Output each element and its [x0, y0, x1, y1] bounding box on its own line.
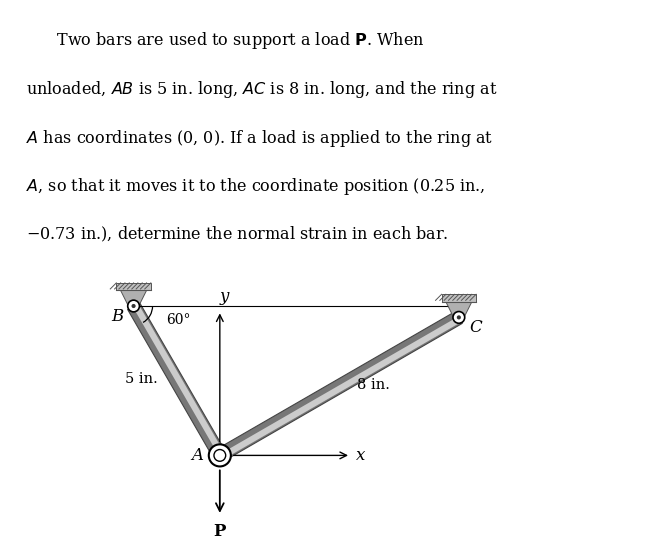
Circle shape [127, 300, 139, 312]
Polygon shape [216, 311, 463, 461]
Text: 8 in.: 8 in. [357, 378, 390, 392]
Polygon shape [219, 316, 461, 460]
Text: $-$0.73 in.), determine the normal strain in each bar.: $-$0.73 in.), determine the normal strai… [26, 225, 448, 244]
Text: C: C [469, 319, 482, 336]
Text: P: P [214, 523, 226, 540]
Polygon shape [446, 302, 472, 317]
Polygon shape [127, 302, 226, 459]
Circle shape [457, 315, 461, 320]
Text: B: B [111, 307, 124, 325]
Text: y: y [219, 288, 229, 305]
Text: A: A [191, 447, 203, 464]
Polygon shape [133, 304, 224, 456]
Circle shape [214, 449, 226, 461]
Circle shape [453, 311, 464, 323]
Text: 5 in.: 5 in. [125, 372, 158, 386]
Text: 60°: 60° [166, 313, 191, 327]
Text: x: x [356, 447, 365, 464]
Bar [442, 294, 476, 302]
Bar [116, 283, 151, 290]
Circle shape [209, 444, 231, 466]
Text: $\it{A}$ has coordinates (0, 0). If a load is applied to the ring at: $\it{A}$ has coordinates (0, 0). If a lo… [26, 128, 493, 148]
Text: $\it{A}$, so that it moves it to the coordinate position (0.25 in.,: $\it{A}$, so that it moves it to the coo… [26, 176, 485, 197]
Circle shape [131, 304, 135, 308]
Text: Two bars are used to support a load $\mathbf{P}$. When: Two bars are used to support a load $\ma… [26, 30, 424, 51]
Polygon shape [121, 290, 147, 306]
Text: unloaded, $\it{AB}$ is 5 in. long, $\it{AC}$ is 8 in. long, and the ring at: unloaded, $\it{AB}$ is 5 in. long, $\it{… [26, 79, 497, 100]
